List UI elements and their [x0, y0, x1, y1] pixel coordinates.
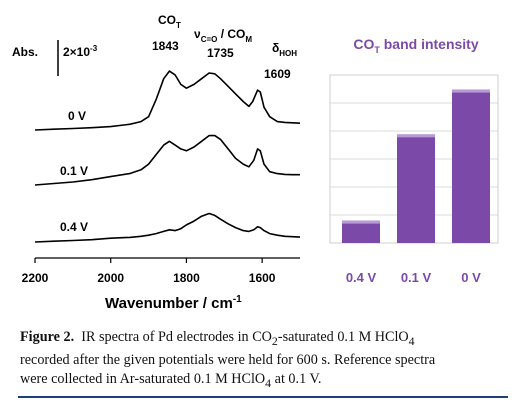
curve-label-0.1v: 0.1 V — [60, 164, 88, 178]
caption-sub-2: 4 — [408, 333, 415, 348]
scale-bar-label: Abs. — [12, 45, 38, 59]
caption-text-3a: were collected in Ar-saturated 0.1 M HCl… — [20, 370, 266, 387]
peak-annotation-vco-com: νC=O / COM — [194, 27, 252, 44]
caption-text-1a: IR spectra of Pd electrodes in CO — [81, 329, 272, 345]
curve-label-0.4v: 0.4 V — [60, 220, 88, 234]
bar-category-label: 0.4 V — [346, 270, 377, 285]
spectrum-curve-0.1v — [34, 134, 300, 186]
bar-0v — [452, 89, 490, 243]
spectrum-curve-0v — [34, 70, 301, 131]
caption-sub-1: 2 — [271, 333, 278, 348]
x-axis-label: Wavenumber / cm-1 — [105, 294, 242, 312]
curve-label-0v: 0 V — [68, 109, 86, 123]
bar-0.1v — [397, 134, 435, 243]
caption-text-1b: -saturated 0.1 M HClO — [277, 329, 409, 345]
figure-canvas: 2200 2000 1800 1600 Wavenumber / cm-1 Abs. … — [12, 13, 499, 312]
caption-label: Figure 2. — [20, 329, 75, 345]
bar-category-label: 0 V — [461, 270, 481, 285]
caption-text-2: recorded after the given potentials were… — [20, 351, 436, 368]
co-band-intensity-bar-chart: COT band intensity 0.4 V 0.1 V 0 V — [329, 36, 499, 285]
bar-top-highlight — [452, 89, 490, 93]
figure-caption: Figure 2. IR spectra of Pd electrodes in… — [20, 328, 506, 393]
bar-0.4v — [342, 220, 380, 243]
bar-chart-title: COT band intensity — [353, 36, 479, 55]
peak-value-1609: 1609 — [264, 67, 291, 81]
x-tick-label: 2000 — [97, 271, 124, 285]
spectrum-curve-0.4v — [34, 212, 301, 243]
x-tick-label: 1800 — [173, 271, 200, 285]
scale-bar-value: 2×10-3 — [63, 44, 98, 59]
x-tick-label: 1600 — [249, 271, 276, 285]
ir-spectra-plot: 2200 2000 1800 1600 Wavenumber / cm-1 Abs. … — [12, 13, 301, 312]
peak-value-1843: 1843 — [152, 39, 179, 53]
caption-sub-3: 4 — [265, 375, 272, 390]
peak-annotation-cot: COT — [158, 13, 181, 30]
caption-rule — [18, 396, 508, 398]
peak-value-1735: 1735 — [207, 46, 234, 60]
bar-top-highlight — [397, 134, 435, 138]
bar-top-highlight — [342, 220, 380, 224]
bar-category-label: 0.1 V — [401, 270, 432, 285]
x-tick-label: 2200 — [22, 271, 49, 285]
peak-annotation-dhoh: δHOH — [272, 41, 297, 58]
caption-text-3b: at 0.1 V. — [271, 370, 322, 387]
